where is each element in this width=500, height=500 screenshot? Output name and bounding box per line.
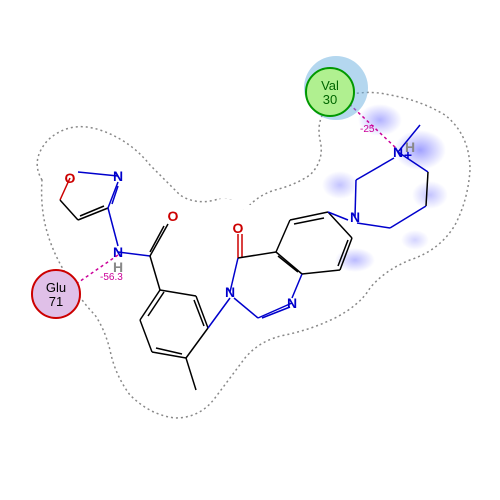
- svg-text:O: O: [233, 220, 244, 236]
- atom-labels: ONNHOONNNNH+: [65, 139, 416, 311]
- svg-text:N: N: [287, 295, 297, 311]
- svg-text:-56.3: -56.3: [100, 272, 123, 283]
- svg-text:-25: -25: [360, 124, 375, 135]
- svg-text:O: O: [65, 170, 76, 186]
- svg-text:O: O: [168, 208, 179, 224]
- svg-text:N: N: [225, 284, 235, 300]
- svg-text:71: 71: [49, 294, 63, 309]
- svg-text:+: +: [404, 147, 412, 163]
- svg-text:Val: Val: [321, 78, 339, 93]
- svg-text:N: N: [113, 168, 123, 184]
- sas-blobs: [322, 104, 448, 272]
- svg-text:N: N: [113, 244, 123, 260]
- svg-text:Glu: Glu: [46, 280, 66, 295]
- svg-text:N: N: [350, 209, 360, 225]
- ligand-interaction-diagram: ONNHOONNNNH+ -25-56.3 Val30Glu71: [0, 0, 500, 500]
- svg-text:30: 30: [323, 92, 337, 107]
